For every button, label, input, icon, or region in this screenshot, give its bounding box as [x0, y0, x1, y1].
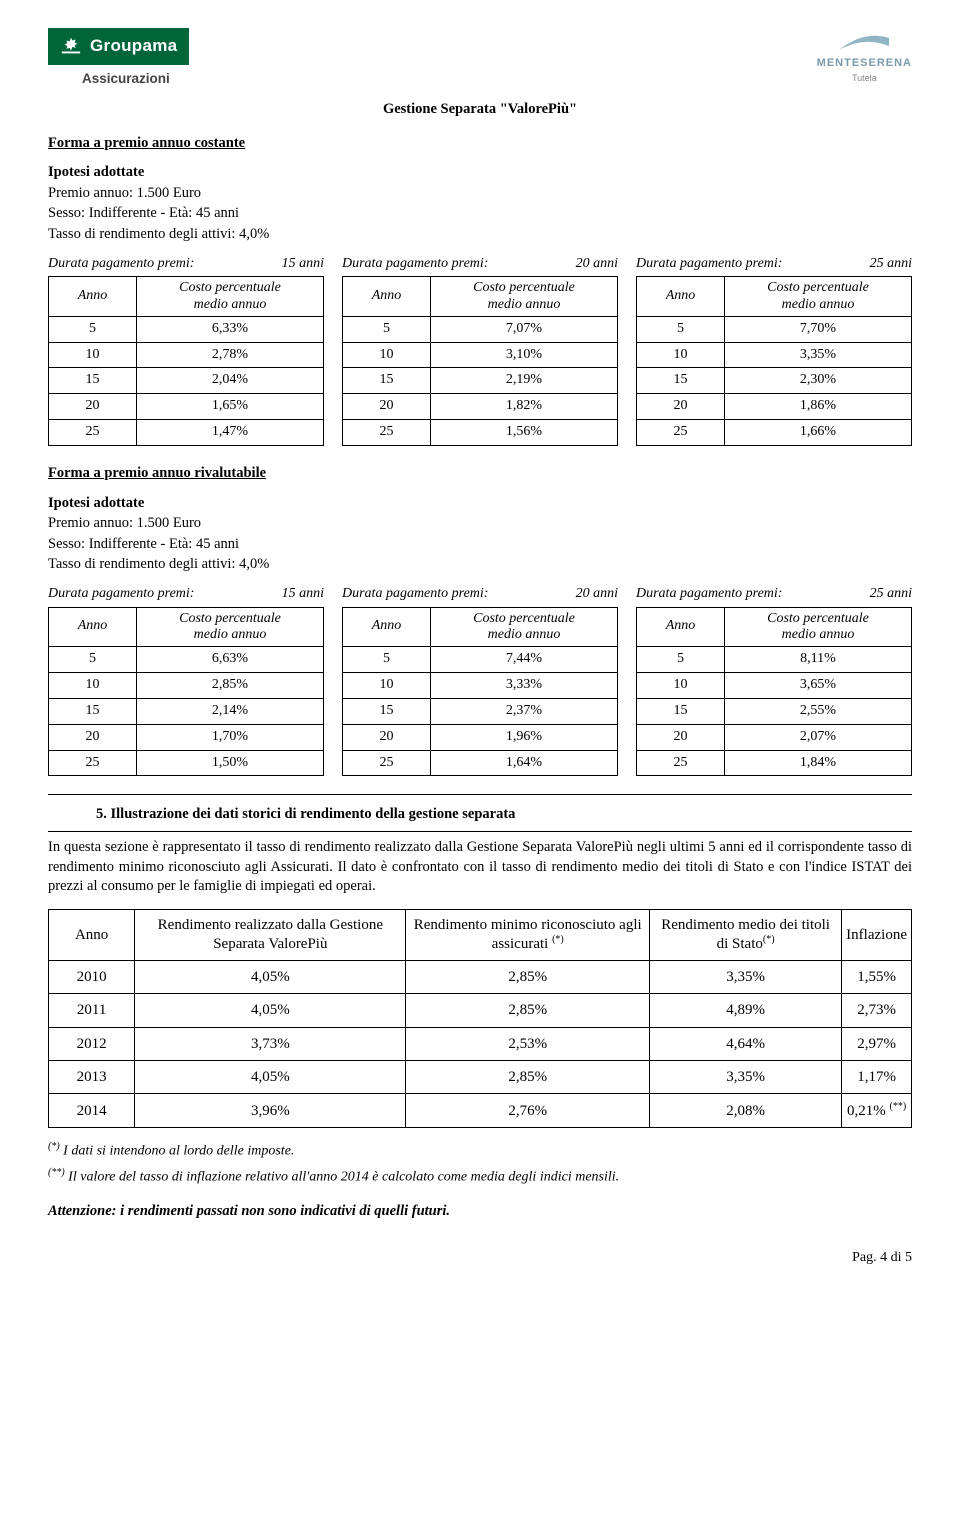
forma1-premio: Premio annuo: 1.500 Euro	[48, 184, 912, 204]
cost-table: Durata pagamento premi:25 anniAnnoCosto …	[636, 255, 912, 447]
cost-table: Durata pagamento premi:20 anniAnnoCosto …	[342, 585, 618, 777]
forma2-title: Forma a premio annuo rivalutabile	[48, 464, 912, 484]
forma1-tables: Durata pagamento premi:15 anniAnnoCosto …	[48, 255, 912, 447]
rendimento-table: AnnoRendimento realizzato dalla Gestione…	[48, 909, 912, 1129]
cost-table: Durata pagamento premi:15 anniAnnoCosto …	[48, 255, 324, 447]
warning: Attenzione: i rendimenti passati non son…	[48, 1202, 912, 1222]
section5-para: In questa sezione è rappresentato il tas…	[48, 838, 912, 897]
divider	[48, 831, 912, 832]
forma1-title: Forma a premio annuo costante	[48, 134, 912, 154]
forma2-sesso: Sesso: Indifferente - Età: 45 anni	[48, 535, 912, 555]
forma2-tasso: Tasso di rendimento degli attivi: 4,0%	[48, 555, 912, 575]
swoosh-icon	[834, 28, 894, 56]
brand-sub: Assicurazioni	[48, 65, 189, 88]
cost-table: Durata pagamento premi:25 anniAnnoCosto …	[636, 585, 912, 777]
forma1-hyp-title: Ipotesi adottate	[48, 163, 912, 183]
forma1-tasso: Tasso di rendimento degli attivi: 4,0%	[48, 225, 912, 245]
divider	[48, 794, 912, 795]
footnote-1: (*) I dati si intendono al lordo delle i…	[48, 1140, 912, 1162]
page-number: Pag. 4 di 5	[48, 1249, 912, 1268]
footnote-2: (**) Il valore del tasso di inflazione r…	[48, 1166, 912, 1188]
ms-sub: Tutela	[852, 72, 877, 84]
center-title: Gestione Separata "ValorePiù"	[48, 100, 912, 120]
groupama-logo: Groupama Assicurazioni	[48, 28, 189, 88]
brand-name: Groupama	[90, 35, 177, 58]
forma2-tables: Durata pagamento premi:15 anniAnnoCosto …	[48, 585, 912, 777]
section5-title: 5. Illustrazione dei dati storici di ren…	[96, 805, 912, 825]
page-header: Groupama Assicurazioni MENTESERENA Tutel…	[48, 28, 912, 88]
cost-table: Durata pagamento premi:15 anniAnnoCosto …	[48, 585, 324, 777]
sun-icon	[60, 35, 82, 57]
menteserena-logo: MENTESERENA Tutela	[817, 28, 912, 84]
cost-table: Durata pagamento premi:20 anniAnnoCosto …	[342, 255, 618, 447]
forma2-hyp-title: Ipotesi adottate	[48, 494, 912, 514]
ms-brand: MENTESERENA	[817, 56, 912, 71]
forma2-premio: Premio annuo: 1.500 Euro	[48, 514, 912, 534]
forma1-sesso: Sesso: Indifferente - Età: 45 anni	[48, 204, 912, 224]
